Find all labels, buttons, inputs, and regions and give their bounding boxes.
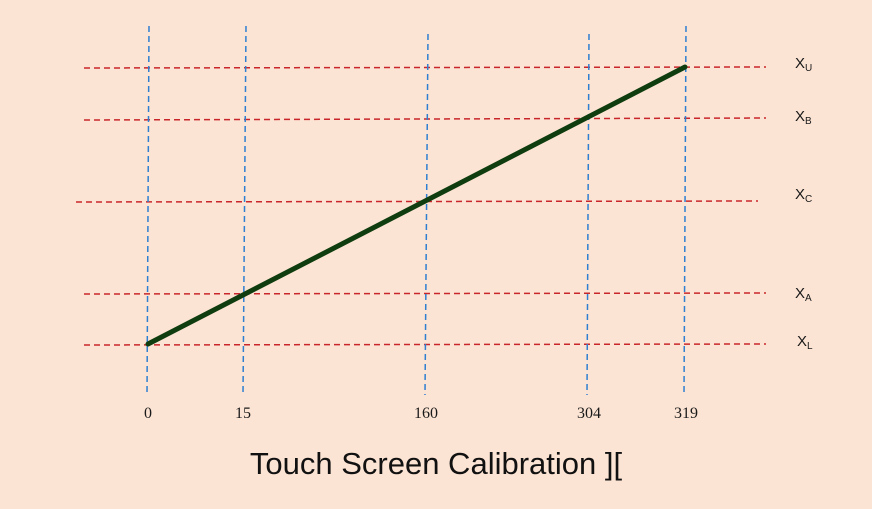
diagram-title: Touch Screen Calibration ][	[249, 446, 623, 481]
level-label-xb: XB	[795, 108, 812, 127]
guide-xu	[83, 66, 767, 69]
guide-xb	[83, 117, 767, 121]
level-name: X	[797, 333, 807, 350]
calibration-line	[145, 64, 688, 347]
guide-x319	[683, 25, 687, 396]
tick-label: 0	[144, 405, 152, 422]
level-label-xu: XU	[795, 55, 812, 74]
tick-label: 319	[674, 405, 698, 422]
x-tick-labels: 0 15 160 304 319	[144, 405, 698, 422]
level-subscript: B	[805, 116, 812, 127]
tick-label: 304	[577, 405, 601, 422]
guide-x160	[424, 33, 429, 396]
level-subscript: C	[805, 194, 812, 205]
level-label-xl: XL	[797, 333, 813, 352]
level-label-xa: XA	[795, 285, 812, 304]
guide-x304	[586, 33, 590, 396]
guide-x15	[242, 25, 247, 396]
level-name: X	[795, 55, 805, 72]
level-label-xc: XC	[795, 186, 812, 205]
tick-label: 15	[235, 405, 251, 422]
guide-xa	[83, 292, 767, 295]
level-subscript: L	[807, 341, 813, 352]
guide-x0	[146, 25, 150, 396]
level-subscript: A	[805, 293, 812, 304]
level-name: X	[795, 108, 805, 125]
level-name: X	[795, 285, 805, 302]
level-labels: XU XB XC XA XL	[795, 55, 813, 352]
guide-xc	[75, 200, 759, 203]
tick-label: 160	[414, 405, 438, 422]
level-subscript: U	[805, 63, 812, 74]
level-name: X	[795, 186, 805, 203]
horizontal-guides	[75, 66, 767, 346]
vertical-guides	[146, 25, 687, 396]
